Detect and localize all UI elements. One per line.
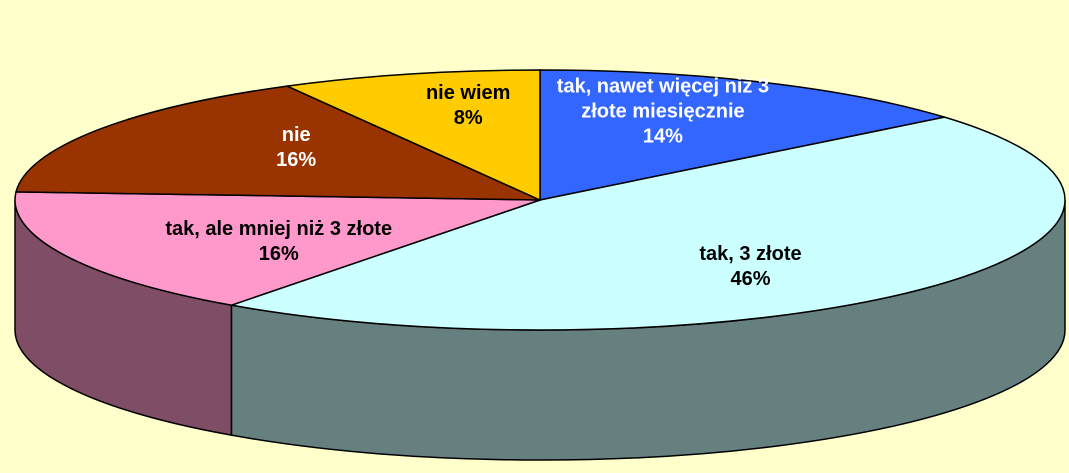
category-label: tak, 3 złote [699, 242, 802, 265]
value-label: 16% [276, 148, 317, 171]
pie-slice [14, 191, 541, 306]
value-label: 14% [642, 125, 683, 148]
slice-label: tak, ale mniej niż 3 złote 16% [154, 217, 404, 267]
category-label: nie wiem [425, 81, 511, 104]
slice-label: nie wiem 8% [343, 81, 593, 131]
pie-slice [15, 85, 541, 201]
value-label: 8% [453, 106, 483, 129]
value-label: 16% [258, 242, 299, 265]
pie-slice [228, 116, 1066, 331]
slice-label: nie 16% [171, 123, 421, 173]
value-label: 46% [730, 267, 771, 290]
category-label: tak, nawet więcej niż 3 złote miesięczni… [556, 75, 770, 123]
pie-slice [284, 69, 541, 202]
category-label: tak, ale mniej niż 3 złote [165, 217, 393, 240]
pie-slice [539, 69, 945, 201]
slice-label: tak, 3 złote 46% [625, 242, 875, 292]
category-label: nie [281, 123, 311, 146]
slice-label: tak, nawet więcej niż 3 złote miesięczni… [538, 74, 788, 149]
